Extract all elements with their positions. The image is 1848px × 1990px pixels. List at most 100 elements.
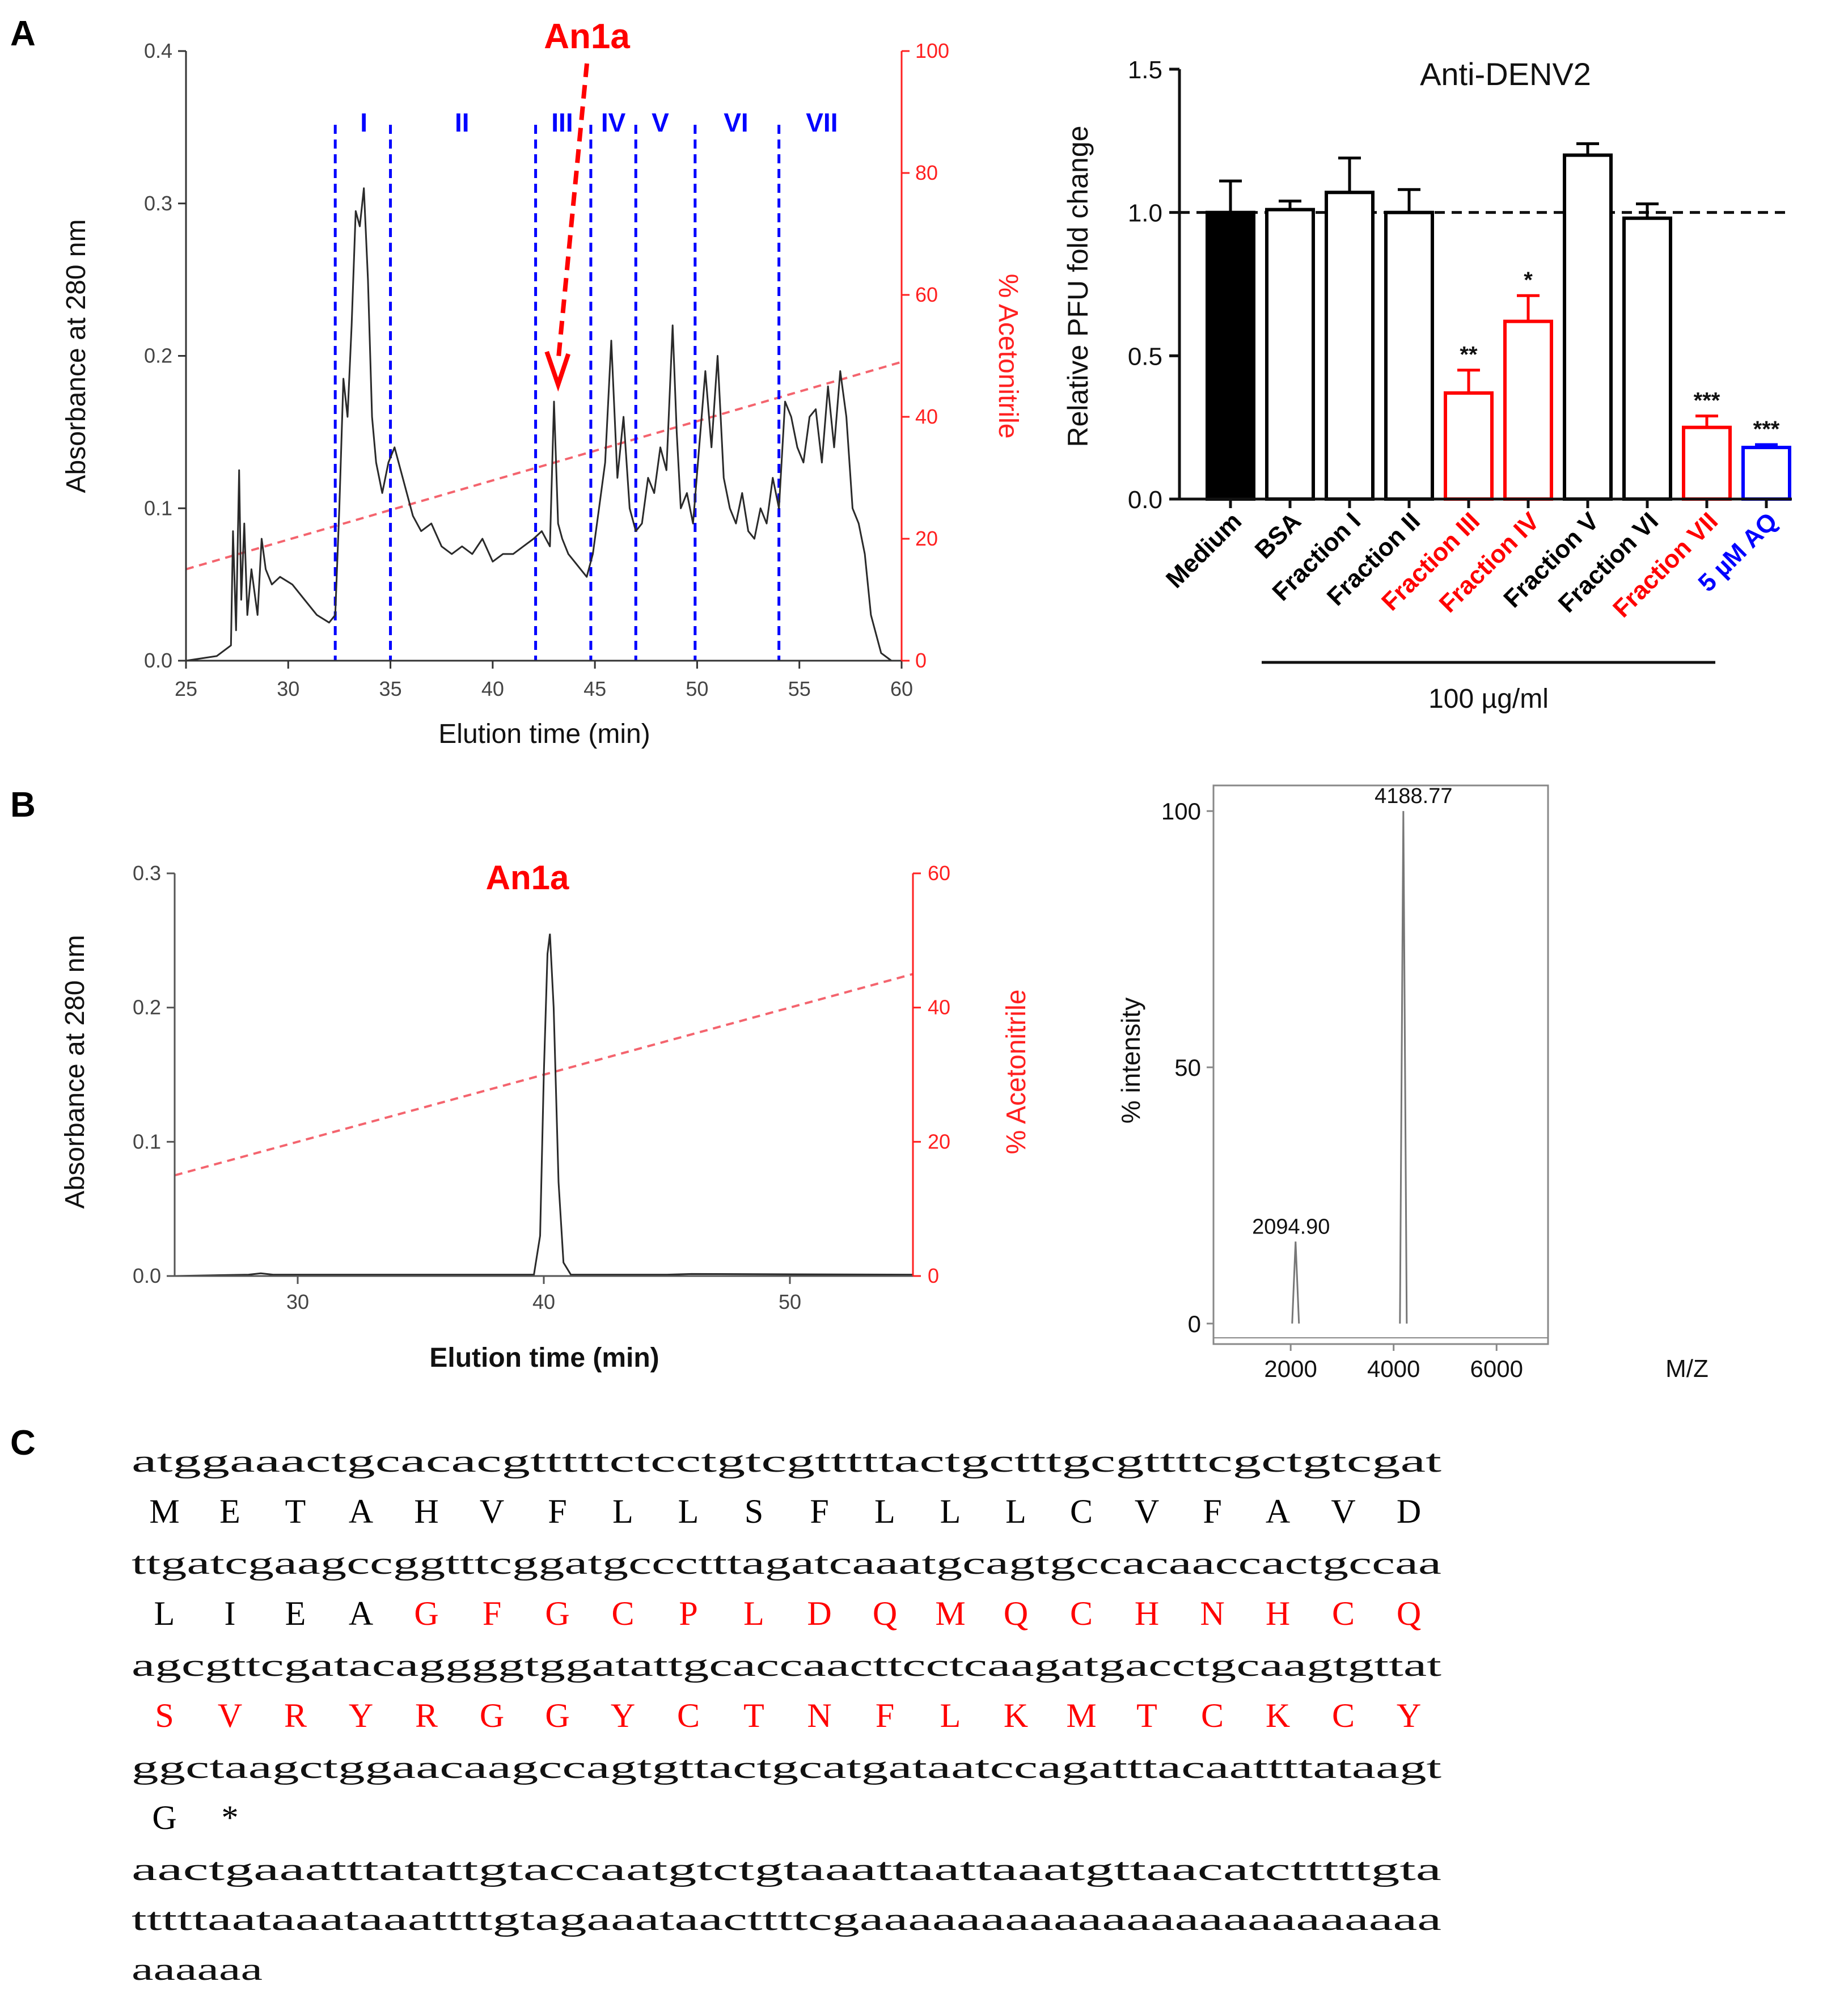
significance-marker: * (1524, 268, 1533, 293)
fraction-label: II (455, 108, 470, 137)
plot-frame (1212, 784, 1549, 1345)
amino-acid: Y (349, 1697, 373, 1734)
amino-acid: M (935, 1595, 965, 1632)
y-tick-label: 0.2 (144, 344, 172, 367)
y2-tick-label: 60 (915, 283, 938, 306)
y-tick-label: 0.1 (144, 496, 172, 519)
x-tick-label: 50 (686, 677, 708, 700)
bar (1503, 319, 1553, 501)
x-axis-label: M/Z (1665, 1355, 1709, 1383)
amino-acid: G (152, 1799, 176, 1836)
y-tick-label: 0.2 (133, 996, 161, 1019)
y2-tick-label: 40 (915, 405, 938, 428)
peak-label: 4188.77 (1375, 784, 1452, 808)
amino-acid: T (285, 1493, 306, 1530)
bar (1563, 153, 1613, 501)
chart-an1a-purification: 30 40 50 0.0 0.1 0.2 0.3 0 20 40 60 An1a Elution… (60, 859, 1031, 1373)
group-label: 100 µg/ml (1428, 684, 1549, 714)
amino-acid: H (1135, 1595, 1159, 1632)
amino-acid: V (480, 1493, 504, 1530)
y2-ticks: 0 20 40 60 80 100 (902, 39, 949, 672)
y2-tick-label: 20 (915, 527, 938, 550)
x-tick-label: 40 (532, 1290, 555, 1313)
y-tick-label: 0.4 (144, 39, 172, 62)
bar (1444, 391, 1494, 501)
y-tick-label: 50 (1174, 1054, 1201, 1081)
bar (1384, 210, 1434, 501)
bar (1325, 191, 1375, 501)
x-axis-label: Elution time (min) (429, 1343, 659, 1373)
amino-acid: F (548, 1493, 566, 1530)
significance-marker: *** (1694, 388, 1720, 413)
y-tick-label: 0.3 (144, 192, 172, 215)
amino-acid: T (743, 1697, 764, 1734)
amino-acid: A (349, 1493, 373, 1530)
amino-acid: E (219, 1493, 240, 1530)
amino-acid: G (414, 1595, 438, 1632)
amino-acid: F (810, 1493, 828, 1530)
fraction-label: VII (806, 108, 838, 137)
absorbance-trace (185, 187, 902, 662)
panel-label-a: A (10, 14, 36, 53)
bar-group: *** (1741, 417, 1791, 501)
arrow-head (544, 350, 571, 392)
spectrum-peak (1399, 811, 1408, 1324)
an1a-label: An1a (544, 17, 630, 56)
amino-acid: M (1066, 1697, 1096, 1734)
amino-acid: A (349, 1595, 373, 1632)
x-tick-label: 4000 (1367, 1355, 1420, 1382)
amino-acid: G (480, 1697, 504, 1734)
fraction-label: VI (724, 108, 748, 137)
amino-acid: R (415, 1697, 438, 1734)
x-tick-label: 2000 (1264, 1355, 1317, 1382)
amino-acid: L (678, 1493, 699, 1530)
y-ticks: 0 50 100 (1161, 798, 1213, 1337)
bar-group (1206, 179, 1255, 501)
nucleotide-line: agcgttcgatacaggggtggatattgcaccaacttcctca… (132, 1648, 1442, 1683)
amino-acid: Q (873, 1595, 897, 1632)
amino-acid: C (1201, 1697, 1224, 1734)
amino-acid: H (414, 1493, 438, 1530)
y-axis-label: Relative PFU fold change (1062, 126, 1094, 447)
y-tick-label: 0.5 (1128, 343, 1162, 370)
y-tick-label: 1.5 (1128, 56, 1162, 84)
amino-acid: C (1070, 1595, 1093, 1632)
chart-title: Anti-DENV2 (1420, 56, 1591, 92)
nucleotide-line: tttttaataaataaattttgtagaaataacttttcgaaaa… (132, 1902, 1441, 1937)
bar-label: Medium (1161, 507, 1247, 593)
peak-label: 2094.90 (1252, 1215, 1330, 1239)
fraction-label: V (652, 108, 669, 137)
x-tick-label: 55 (788, 677, 811, 700)
amino-acid: L (612, 1493, 633, 1530)
y2-tick-label: 0 (928, 1264, 939, 1287)
bar-group (1384, 188, 1434, 501)
x-tick-label: 60 (890, 677, 913, 700)
chart-anti-denv2: ********* 0.00.51.01.5 Medium BSAFraction… (1062, 56, 1792, 714)
amino-acid: A (1266, 1493, 1290, 1530)
chart-mass-spectrum: 2094.90 4188.77 2000 4000 6000 0 50 100 % int… (1116, 784, 1709, 1383)
amino-acid: L (940, 1697, 961, 1734)
nucleotide-line: aactgaaatttatattgtaccaatgtctgtaaattaatta… (132, 1852, 1441, 1887)
nucleotide-line: atggaaactgcacacgtttttctcctgtcgtttttactgc… (132, 1444, 1442, 1479)
x-tick-label: 35 (379, 677, 402, 700)
y-tick-label: 1.0 (1128, 200, 1162, 227)
acetonitrile-gradient (185, 361, 902, 571)
y2-tick-label: 40 (928, 996, 950, 1019)
y2-tick-label: 20 (928, 1130, 950, 1153)
bar-group (1265, 199, 1315, 501)
bar (1206, 210, 1255, 501)
panel-label-b: B (10, 785, 36, 825)
spectrum-peak (1291, 1241, 1300, 1324)
amino-acid: C (1070, 1493, 1093, 1530)
bar (1682, 425, 1732, 501)
y2-tick-label: 0 (915, 649, 927, 672)
bar-group: *** (1682, 388, 1732, 501)
y-axis-label: Absorbance at 280 nm (60, 935, 90, 1209)
amino-acid: V (1135, 1493, 1159, 1530)
amino-acid: I (225, 1595, 236, 1632)
x-ticks: 25 30 35 40 45 50 55 60 (175, 661, 913, 700)
x-tick-label: 45 (583, 677, 606, 700)
y-ticks: 0.0 0.1 0.2 0.3 (133, 861, 175, 1287)
